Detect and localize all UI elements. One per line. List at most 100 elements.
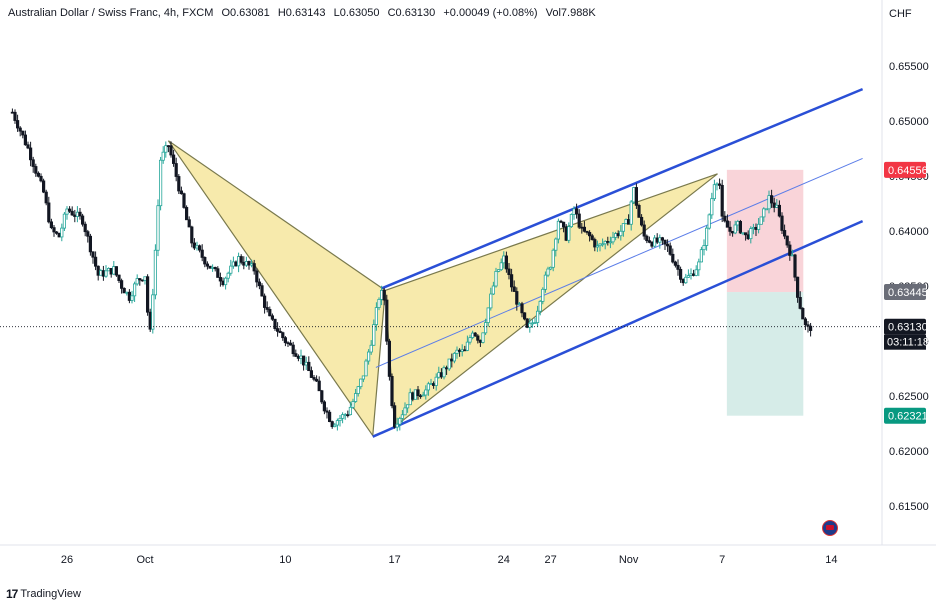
candle-body — [156, 205, 160, 251]
candle-body — [107, 268, 111, 272]
candle-body — [208, 265, 212, 269]
candle-body — [517, 303, 522, 306]
candle-body — [575, 208, 579, 215]
candle-body — [325, 410, 329, 413]
candle-body — [728, 226, 732, 232]
candle-body — [759, 216, 763, 225]
australia-flag-icon[interactable] — [822, 520, 838, 536]
candle-body — [426, 383, 431, 391]
symbol-title[interactable]: Australian Dollar / Swiss Franc, 4h, FXC… — [8, 7, 214, 19]
candle-body — [78, 211, 82, 217]
candle-body — [601, 243, 605, 246]
time-tick-label: 24 — [498, 554, 510, 566]
candle-body — [424, 389, 428, 396]
candle-body — [231, 261, 235, 267]
candle-body — [301, 355, 306, 366]
candle-body — [809, 325, 813, 331]
candle-body — [806, 324, 810, 327]
candle-body — [712, 184, 717, 200]
candle-body — [468, 337, 472, 343]
candle-body — [528, 322, 532, 328]
candle-body — [738, 221, 743, 234]
candle-body — [783, 230, 787, 237]
candle-body — [658, 237, 662, 243]
candle-body — [694, 269, 698, 276]
candle-body — [723, 215, 727, 222]
candle-body — [533, 322, 537, 324]
brand-footer[interactable]: 17 TradingView — [6, 587, 81, 601]
candle-body — [621, 223, 626, 232]
pattern-triangle-xab[interactable] — [167, 140, 386, 438]
close-value: C0.63130 — [387, 7, 436, 19]
candle-body — [351, 401, 355, 408]
price-label-box-entry[interactable] — [884, 284, 926, 301]
candle-body — [434, 376, 438, 386]
candle-body — [257, 281, 262, 287]
candle-body — [671, 253, 675, 263]
candle-body — [278, 330, 282, 334]
candle-body — [764, 208, 769, 211]
candle-body — [637, 204, 641, 218]
candle-body — [598, 243, 602, 247]
change-value: +0.00049 (+0.08%) — [443, 7, 538, 19]
candle-body — [413, 389, 418, 400]
channel-lower-line[interactable] — [372, 219, 864, 438]
candle-body — [166, 145, 170, 148]
candle-body — [192, 242, 196, 249]
candle-body — [551, 249, 555, 268]
candle-body — [140, 279, 144, 282]
candle-body — [234, 261, 238, 267]
candle-body — [538, 300, 542, 312]
candle-body — [10, 111, 14, 114]
take-profit-zone[interactable] — [726, 292, 804, 416]
candle-body — [653, 237, 657, 247]
candle-body — [26, 144, 30, 149]
candle-body — [684, 276, 688, 284]
candle-body — [164, 145, 168, 153]
candle-body — [377, 298, 381, 308]
candle-body — [725, 220, 730, 228]
candle-body — [754, 227, 758, 230]
candle-body — [158, 159, 163, 207]
time-tick-label: 26 — [61, 554, 73, 566]
candle-body — [580, 226, 584, 229]
candle-body — [411, 392, 415, 400]
candle-body — [223, 277, 228, 286]
candle-body — [481, 332, 485, 343]
candle-body — [200, 249, 204, 258]
price-label-box-last[interactable] — [884, 318, 926, 335]
candle-body — [47, 202, 51, 223]
candle-body — [171, 154, 176, 164]
candle-body — [182, 193, 186, 208]
candle-body — [431, 383, 436, 386]
price-tick-label: 0.64000 — [889, 226, 929, 238]
candle-body — [379, 289, 384, 300]
candle-body — [122, 287, 126, 294]
candle-body — [686, 275, 691, 278]
stop-loss-zone[interactable] — [726, 169, 804, 293]
price-label-box-stop[interactable] — [884, 161, 926, 178]
open-value: O0.63081 — [221, 7, 270, 19]
candle-body — [88, 235, 92, 253]
candle-body — [470, 332, 475, 339]
candle-body — [392, 405, 397, 428]
candle-body — [369, 344, 373, 353]
candle-body — [439, 372, 444, 378]
candle-body — [161, 151, 165, 161]
candle-body — [21, 130, 25, 136]
candle-body — [359, 378, 363, 388]
candle-body — [109, 268, 113, 275]
price-label-box-target[interactable] — [884, 407, 926, 424]
candle-body — [593, 239, 597, 248]
candle-body — [668, 245, 672, 255]
candle-body — [104, 270, 108, 277]
channel-upper-line[interactable] — [381, 87, 864, 290]
candle-body — [169, 145, 173, 156]
candle-body — [330, 421, 334, 428]
candle-body — [307, 361, 311, 372]
channel-median-line[interactable] — [375, 157, 863, 368]
price-label-last: 0.63130 — [888, 322, 928, 334]
candle-body — [361, 375, 366, 380]
candle-body — [741, 232, 745, 235]
